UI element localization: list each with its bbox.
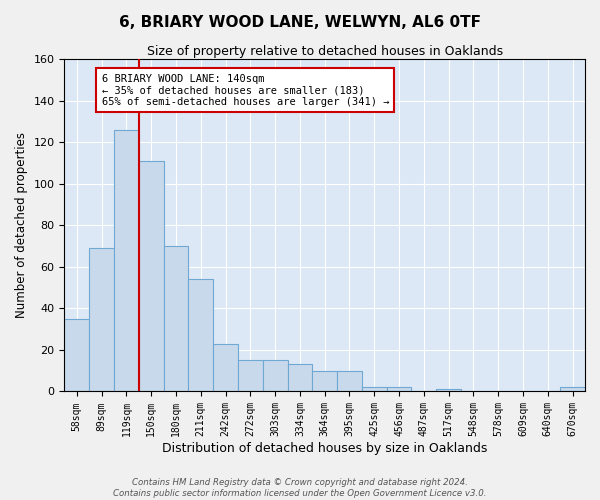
Text: 6, BRIARY WOOD LANE, WELWYN, AL6 0TF: 6, BRIARY WOOD LANE, WELWYN, AL6 0TF	[119, 15, 481, 30]
Bar	[362, 388, 386, 392]
Bar	[337, 370, 362, 392]
Bar	[313, 370, 337, 392]
Bar	[139, 161, 164, 392]
Text: 6 BRIARY WOOD LANE: 140sqm
← 35% of detached houses are smaller (183)
65% of sem: 6 BRIARY WOOD LANE: 140sqm ← 35% of deta…	[101, 74, 389, 107]
Bar	[188, 280, 213, 392]
Title: Size of property relative to detached houses in Oaklands: Size of property relative to detached ho…	[146, 45, 503, 58]
Y-axis label: Number of detached properties: Number of detached properties	[15, 132, 28, 318]
Bar	[386, 388, 412, 392]
Text: Contains HM Land Registry data © Crown copyright and database right 2024.
Contai: Contains HM Land Registry data © Crown c…	[113, 478, 487, 498]
Bar	[263, 360, 287, 392]
Bar	[89, 248, 114, 392]
Bar	[287, 364, 313, 392]
X-axis label: Distribution of detached houses by size in Oaklands: Distribution of detached houses by size …	[162, 442, 487, 455]
Bar	[64, 319, 89, 392]
Bar	[560, 388, 585, 392]
Bar	[238, 360, 263, 392]
Bar	[436, 390, 461, 392]
Bar	[213, 344, 238, 392]
Bar	[164, 246, 188, 392]
Bar	[114, 130, 139, 392]
